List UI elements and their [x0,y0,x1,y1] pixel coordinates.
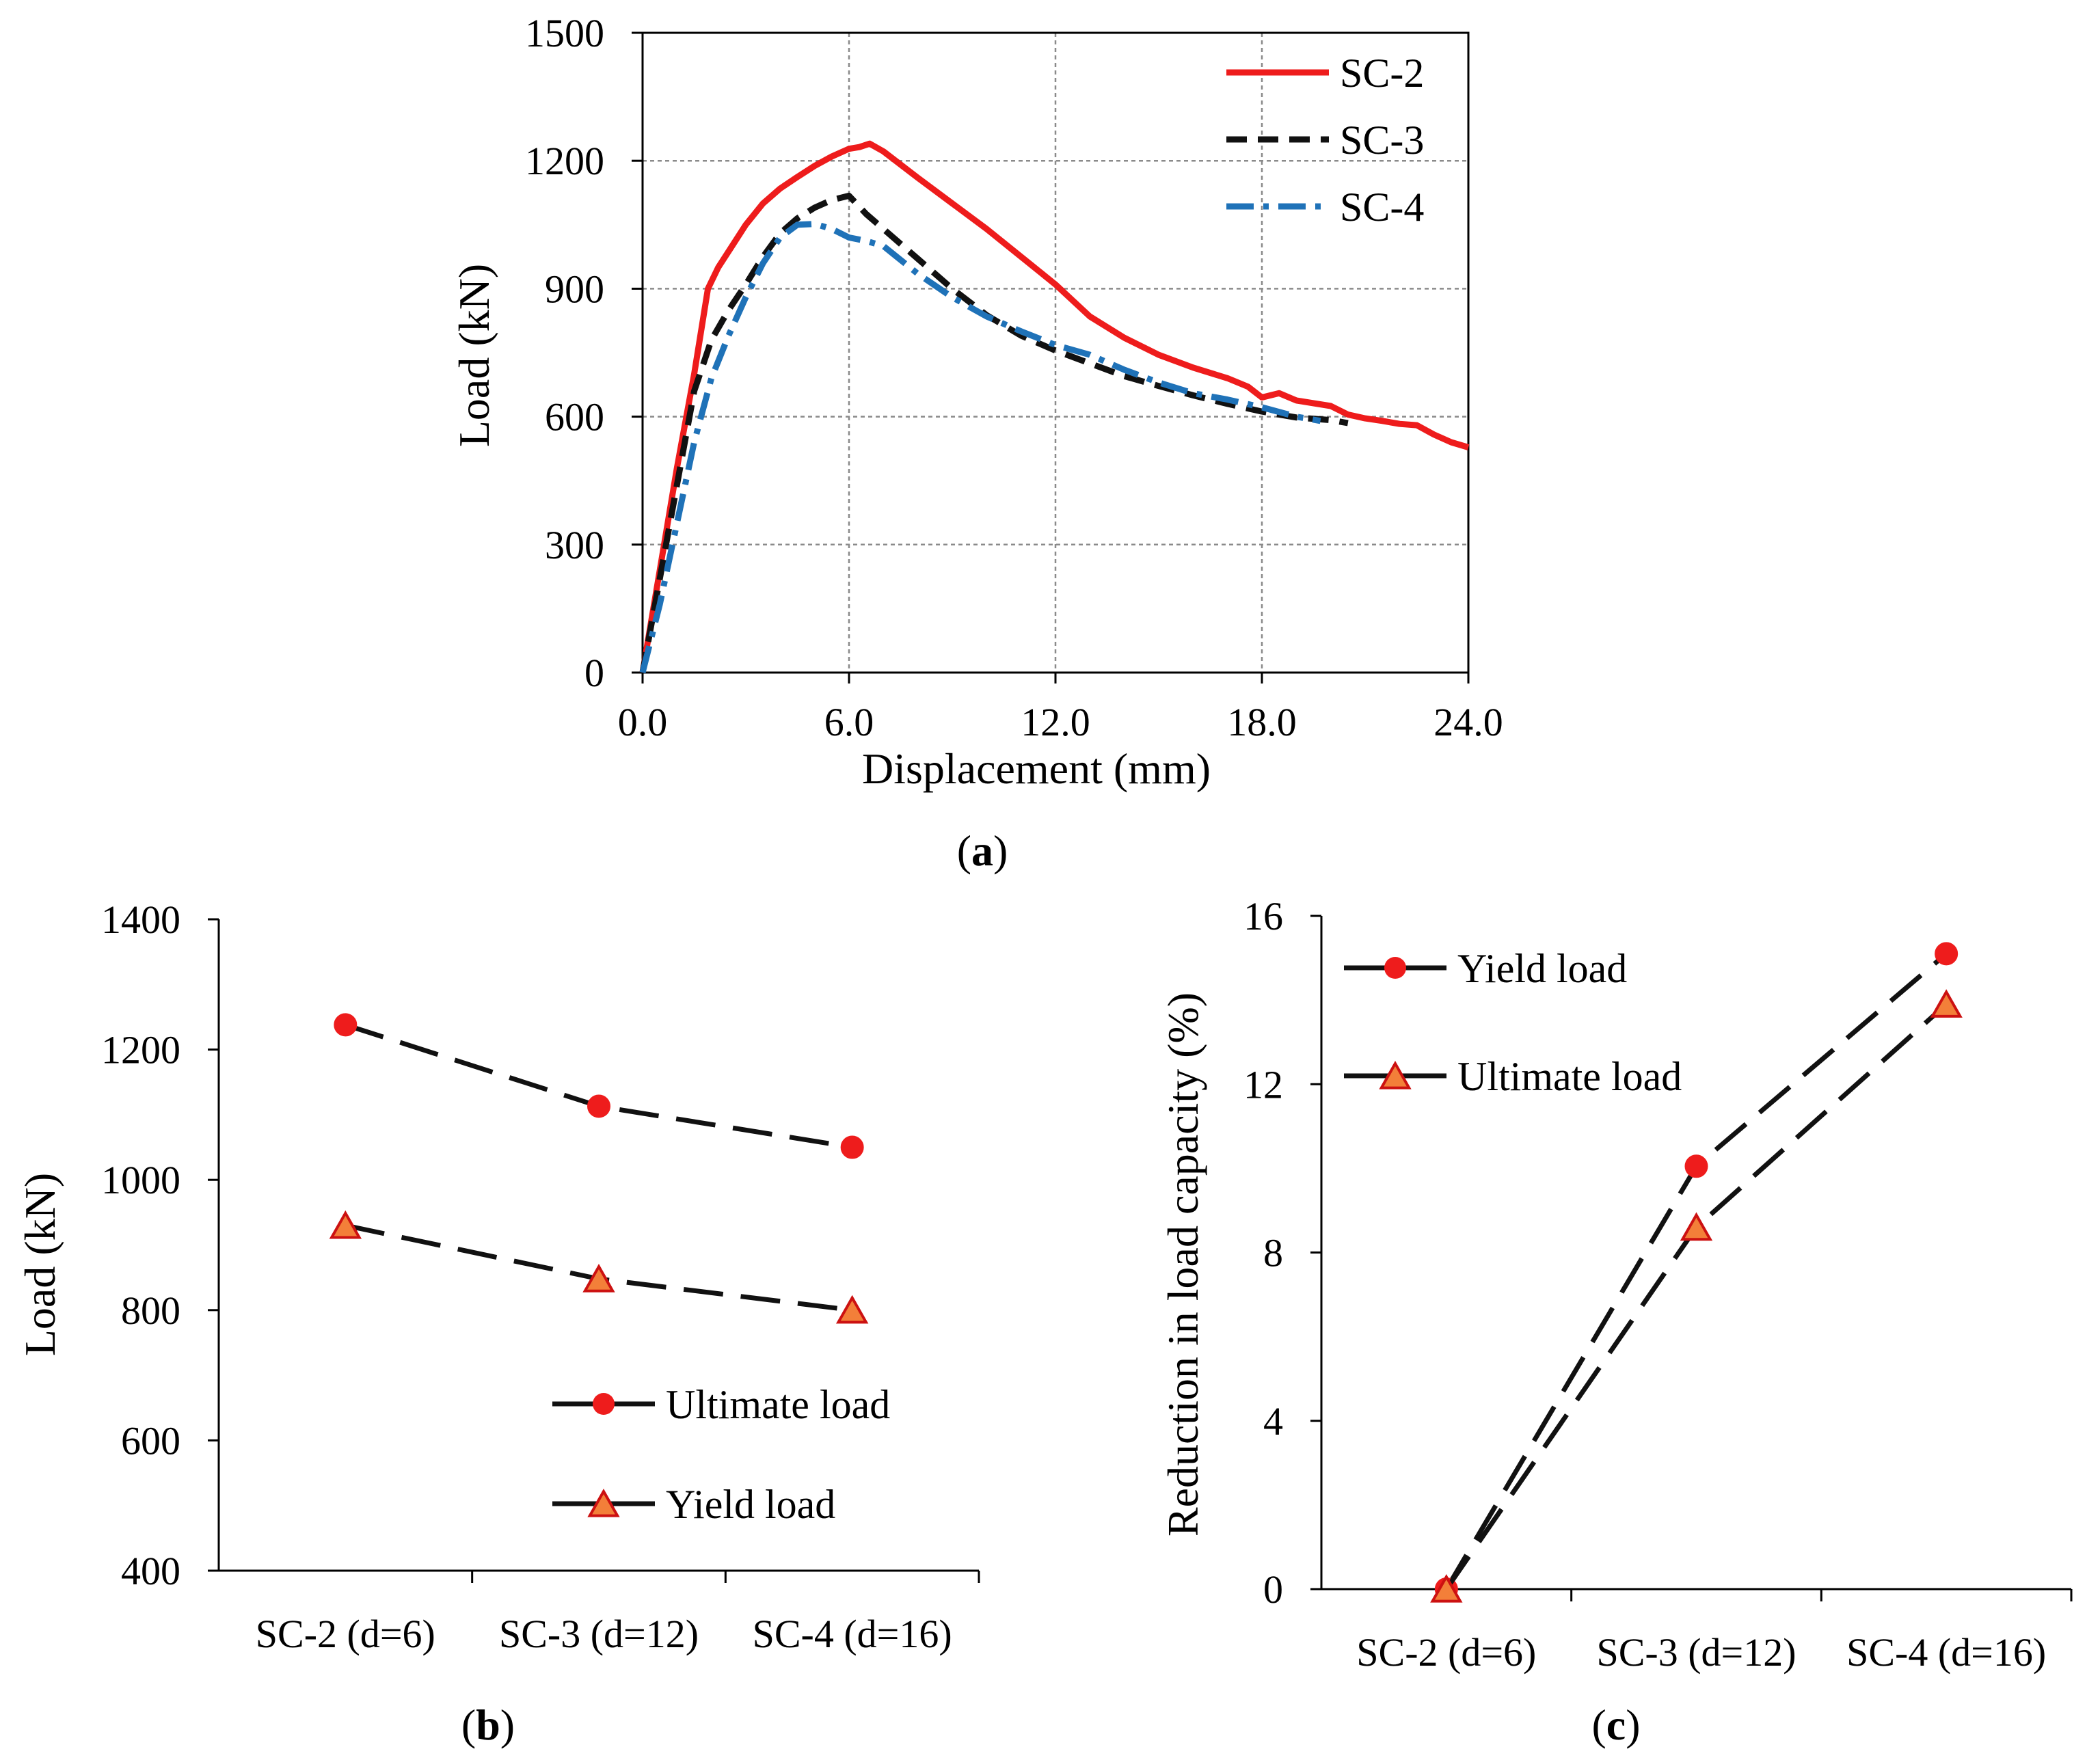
series-lines [329,1013,869,1324]
series-lines [639,140,1470,674]
panel-label: (a) [957,826,1008,875]
y-tick-label: 600 [121,1418,180,1463]
y-tick-label: 1200 [525,139,604,183]
legend-label-sc-3: SC-3 [1340,118,1424,163]
x-tick-label: 0.0 [618,700,668,744]
x-tick-label: SC-3 (d=12) [499,1612,699,1656]
x-axis-title: Displacement (mm) [862,744,1211,793]
x-tick-label: 12.0 [1021,700,1090,744]
y-tick-label: 800 [121,1288,180,1333]
y-tick-label: 400 [121,1549,180,1593]
y-axis-title: Reduction in load capacity (%) [1159,992,1207,1536]
triangle-marker [1680,1212,1713,1241]
panel-letter: b [476,1701,500,1749]
x-tick-label: SC-4 (d=16) [753,1612,952,1656]
grid-lines [643,33,1468,673]
legend-circle-marker [593,1393,615,1415]
x-tick-label: 24.0 [1433,700,1503,744]
y-tick-label: 0 [584,651,604,695]
legend: SC-2 SC-3 SC-4 [1226,51,1424,230]
triangle-marker [1930,989,1963,1018]
legend-label: Yield load [666,1482,835,1527]
y-tick-label: 1000 [101,1158,180,1202]
y-tick-label: 900 [545,267,604,311]
legend-label: Ultimate load [1457,1054,1682,1099]
y-axis-title: Load (kN) [450,264,498,447]
tick-labels: 0 4 8 12 16 SC-2 (d=6) SC-3 (d=12) SC-4 (d=16) [1243,894,2046,1675]
panel-letter: a [971,826,993,875]
x-tick-label: SC-2 (d=6) [1356,1630,1536,1675]
series-lines [1430,942,1963,1603]
axes [1310,915,2073,1601]
circle-marker [587,1094,610,1118]
y-tick-label: 300 [545,523,604,567]
series-line-sc-2 [639,140,1470,673]
y-tick-label: 1200 [101,1028,180,1072]
y-tick-label: 1400 [101,897,180,942]
circle-marker [334,1013,358,1037]
y-tick-label: 0 [1263,1567,1283,1612]
triangle-marker [582,1264,615,1292]
x-tick-label: SC-2 (d=6) [256,1612,435,1656]
series-line-circle [1444,951,1948,1590]
x-tick-label: 18.0 [1227,700,1297,744]
triangle-marker [1430,1573,1463,1603]
x-tick-label: 6.0 [824,700,874,744]
legend-label: Ultimate load [666,1382,890,1427]
panel-label: (c) [1591,1701,1640,1749]
series-line-sc-3 [639,192,1349,673]
legend: Yield load Ultimate load [1344,946,1682,1099]
x-tick-label: SC-3 (d=12) [1596,1630,1796,1675]
legend-triangle-marker [587,1488,620,1517]
tick-labels: 400 600 800 1000 1200 1400 SC-2 (d=6) SC-3 (d=1… [101,897,952,1656]
legend-label-sc-2: SC-2 [1340,51,1424,96]
y-tick-label: 12 [1243,1062,1283,1107]
circle-marker [1935,942,1958,966]
panel-letter: c [1606,1701,1626,1749]
triangle-marker [329,1210,362,1239]
legend-triangle-marker [1379,1060,1412,1089]
y-tick-label: 600 [545,395,604,439]
axes [632,31,1470,683]
tick-labels: 0.0 6.0 12.0 18.0 24.0 0 300 600 900 1200 1500 [525,11,1503,744]
circle-marker [1684,1154,1708,1178]
panel-label: (b) [461,1701,515,1749]
series-line-circle [345,1023,853,1150]
x-tick-label: SC-4 (d=16) [1846,1630,2046,1675]
triangle-marker [835,1295,869,1324]
legend: Ultimate load Yield load [552,1382,890,1527]
series-line-sc-4 [639,221,1321,674]
legend-label: Yield load [1457,946,1627,991]
legend-label-sc-4: SC-4 [1340,185,1424,230]
y-tick-label: 16 [1243,894,1283,938]
legend-circle-marker [1384,957,1406,979]
circle-marker [840,1135,864,1159]
panel-a: 0.0 6.0 12.0 18.0 24.0 0 300 600 900 1200 1500 SC-… [450,11,1503,875]
y-tick-label: 8 [1263,1231,1283,1275]
y-tick-label: 4 [1263,1399,1283,1444]
panel-b: 400 600 800 1000 1200 1400 SC-2 (d=6) SC-3 (d=1… [16,897,980,1749]
y-axis-title: Load (kN) [16,1173,64,1356]
y-tick-label: 1500 [525,11,604,55]
axes [208,918,980,1583]
